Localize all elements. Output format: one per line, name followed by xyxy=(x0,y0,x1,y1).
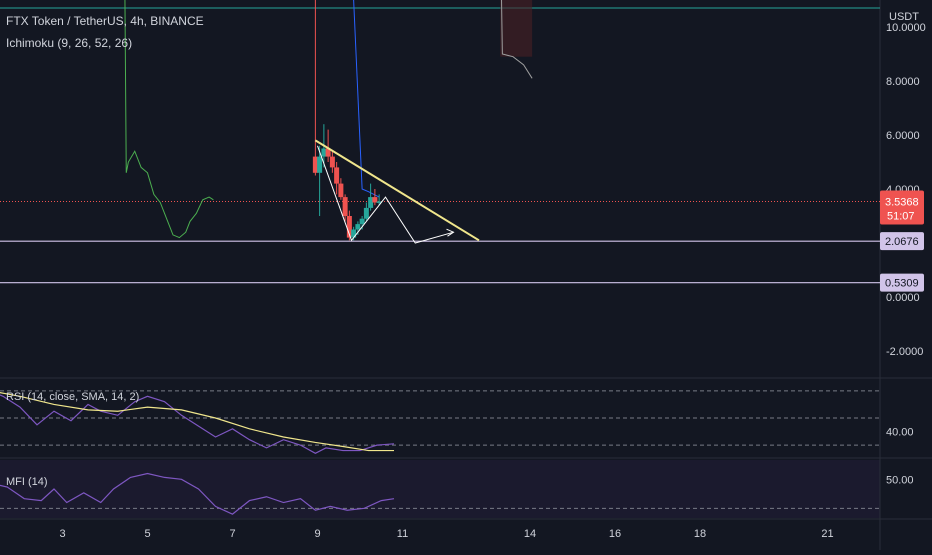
level-price-tag xyxy=(880,232,924,251)
ichimoku-line-2 xyxy=(501,0,533,79)
time-tick-label: 16 xyxy=(609,528,621,540)
rsi-series-1 xyxy=(0,392,394,452)
mfi-legend: MFI (14) xyxy=(6,476,48,488)
candle-body xyxy=(321,148,327,157)
time-tick-label: 3 xyxy=(59,528,65,540)
time-tick-label: 5 xyxy=(144,528,150,540)
time-tick-label: 7 xyxy=(229,528,235,540)
rsi-tick-label: 40.00 xyxy=(886,427,914,439)
candle-body xyxy=(312,156,318,173)
candle-body xyxy=(338,183,344,198)
descending-trendline xyxy=(314,139,480,242)
mfi-series-0 xyxy=(0,472,395,515)
candle-body xyxy=(342,197,348,216)
last-price-tag xyxy=(880,190,924,225)
last-price-label: 3.5368 xyxy=(885,197,919,209)
price-tick-label: 6.0000 xyxy=(886,130,920,142)
time-tick-label: 9 xyxy=(314,528,320,540)
ichimoku-line-1 xyxy=(352,0,380,198)
time-tick-label: 14 xyxy=(524,528,536,540)
level-price-tag xyxy=(880,273,924,292)
candle-countdown-label: 51:07 xyxy=(887,211,915,223)
time-tick-label: 21 xyxy=(821,528,833,540)
time-tick-label: 11 xyxy=(397,528,408,540)
currency-label: USDT xyxy=(889,11,919,23)
candle-body xyxy=(329,156,335,168)
candle-body xyxy=(363,207,369,219)
price-tick-label: -2.0000 xyxy=(886,346,923,358)
candle-body xyxy=(359,218,365,225)
ichimoku-legend: Ichimoku (9, 26, 52, 26) xyxy=(6,36,133,50)
mfi-tick-label: 50.00 xyxy=(886,474,914,486)
time-tick-label: 18 xyxy=(694,528,706,540)
candle-body xyxy=(325,148,331,157)
price-tick-label: 8.0000 xyxy=(886,76,920,88)
candle-body xyxy=(351,229,357,238)
rsi-legend: RSI (14, close, SMA, 14, 2) xyxy=(6,391,140,403)
projection-arrowhead xyxy=(446,228,455,237)
candle-body xyxy=(368,197,374,208)
price-tick-label: 10.0000 xyxy=(886,22,926,34)
candle-body xyxy=(334,167,340,184)
lagging-span-shade xyxy=(500,0,533,57)
ichimoku-line-0 xyxy=(124,0,214,239)
symbol-title: FTX Token / TetherUS, 4h, BINANCE xyxy=(6,14,204,28)
candle-body xyxy=(372,197,378,203)
rsi-pane-bg xyxy=(0,380,880,456)
projection-path xyxy=(317,145,454,244)
rsi-series-0 xyxy=(0,394,395,454)
mfi-pane-bg xyxy=(0,460,880,518)
level-price-label: 2.0676 xyxy=(885,236,919,248)
candle-body xyxy=(355,224,361,230)
candle-body xyxy=(376,201,382,203)
candle-body xyxy=(317,156,323,173)
price-tick-label: 0.0000 xyxy=(886,292,920,304)
level-price-label: 0.5309 xyxy=(885,278,919,290)
candle-body xyxy=(346,216,352,238)
